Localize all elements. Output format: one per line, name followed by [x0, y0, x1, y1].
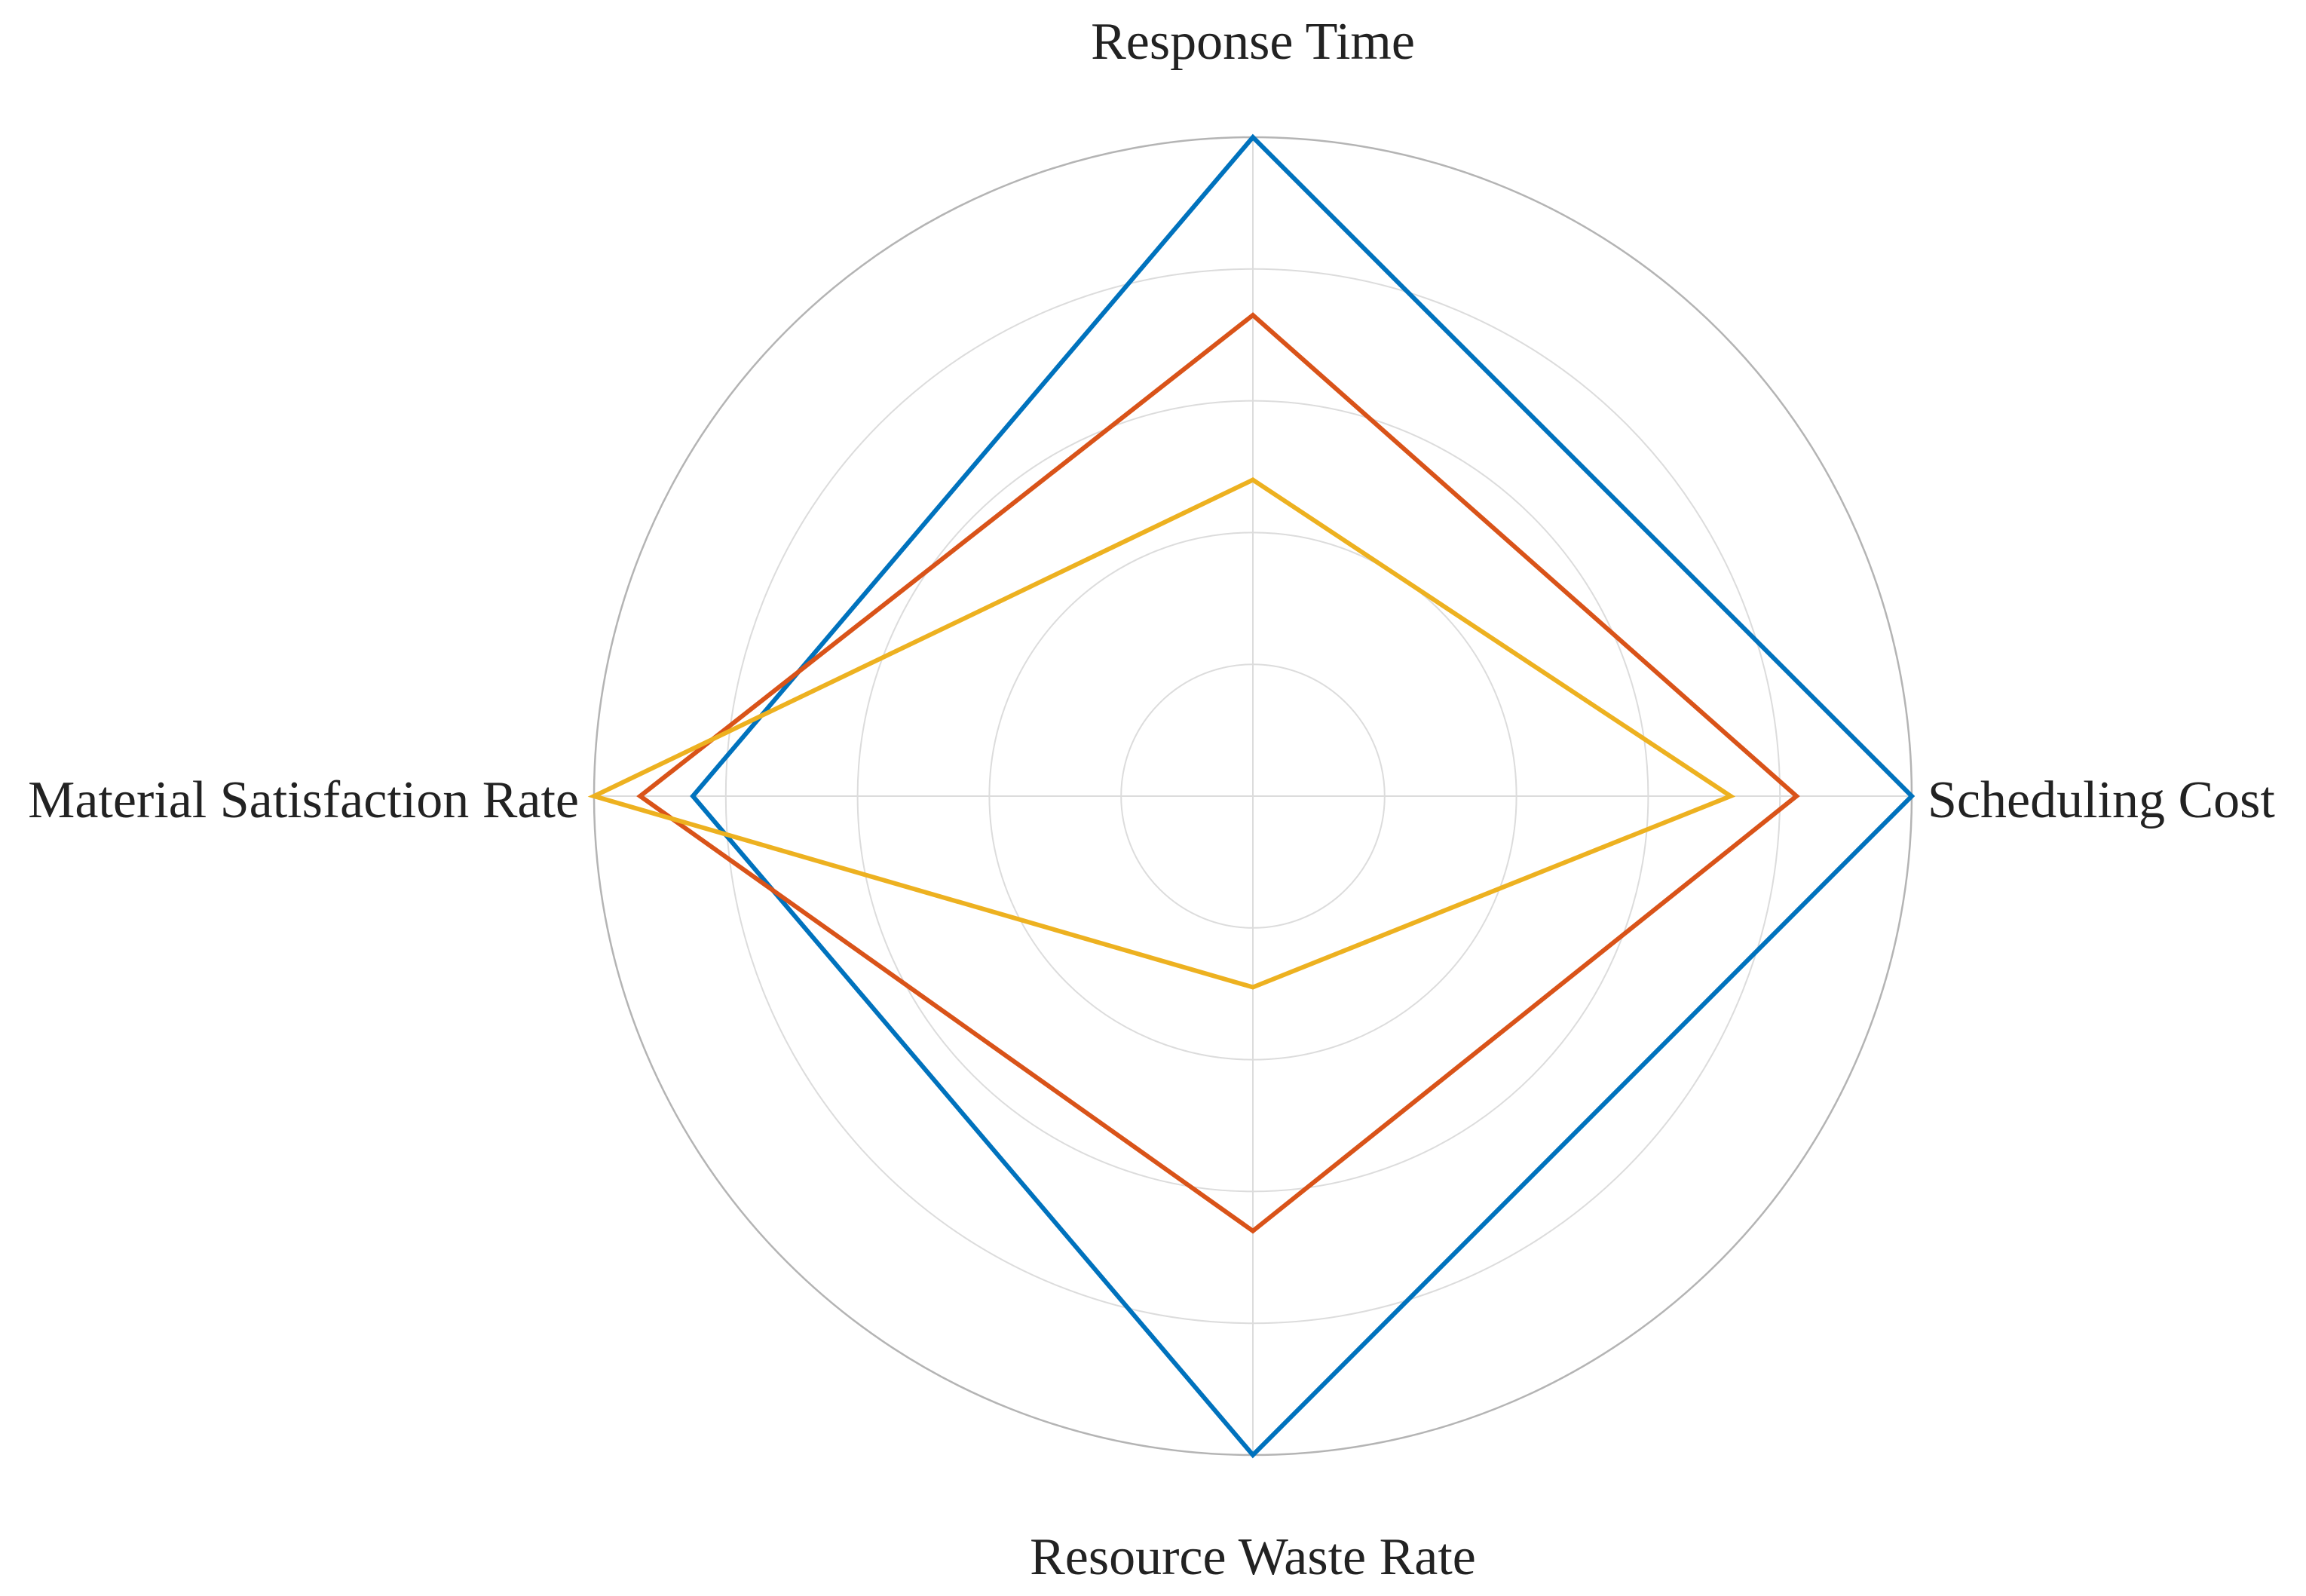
radar-series: [587, 133, 1916, 1459]
series-2-polygon: [636, 312, 1800, 1234]
axis-label-scheduling-cost: Scheduling Cost: [1928, 771, 2275, 829]
axis-label-response-time: Response Time: [1091, 13, 1415, 71]
series-3-polygon: [587, 477, 1736, 990]
radar-grid: [593, 136, 1913, 1457]
axis-labels: Response Time Scheduling Cost Resource W…: [28, 13, 2275, 1586]
axis-label-resource-waste-rate: Resource Waste Rate: [1030, 1528, 1476, 1586]
series-1-polygon: [690, 133, 1916, 1459]
axis-label-material-satisfaction-rate: Material Satisfaction Rate: [28, 771, 579, 829]
